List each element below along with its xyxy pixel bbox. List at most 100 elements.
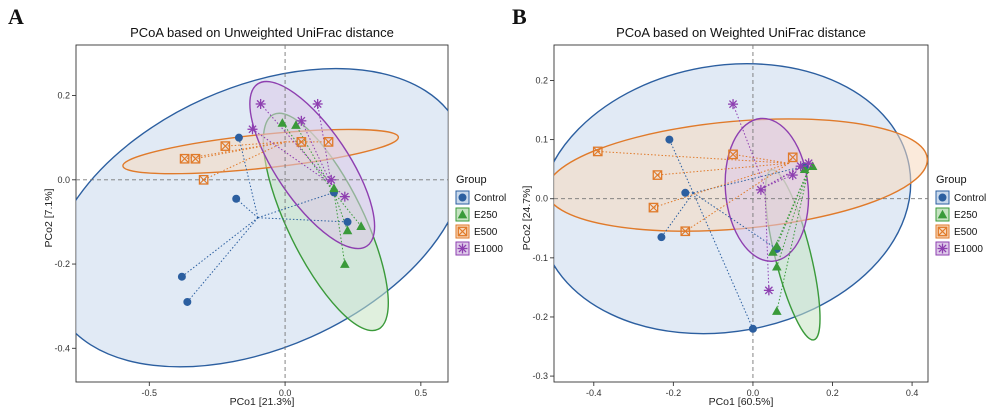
legend-label: Control bbox=[474, 193, 506, 204]
data-point-e500 bbox=[296, 137, 307, 147]
y-tick-label: 0.0 bbox=[535, 194, 548, 204]
data-point-control bbox=[748, 324, 757, 333]
data-point-e1000 bbox=[255, 98, 266, 109]
legend-item-e250: E250 bbox=[935, 207, 978, 222]
data-point-e1000 bbox=[339, 191, 350, 202]
spider-line-e500 bbox=[203, 141, 286, 181]
legend-marker-e1000 bbox=[937, 243, 948, 254]
y-tick-label: 0.0 bbox=[57, 175, 70, 185]
legend-item-control: Control bbox=[455, 190, 506, 205]
data-point-e500 bbox=[198, 174, 209, 185]
legend-label: E500 bbox=[474, 227, 498, 238]
legend-label: E500 bbox=[954, 227, 978, 238]
data-point-e250 bbox=[807, 161, 818, 171]
spider-line-e500 bbox=[653, 162, 789, 209]
legend-marker-e250 bbox=[457, 209, 468, 219]
spider-line-e500 bbox=[225, 141, 286, 147]
legend-marker-e1000 bbox=[457, 243, 468, 254]
chart-title: PCoA based on Weighted UniFrac distance bbox=[616, 25, 866, 40]
data-point-e250 bbox=[772, 306, 782, 315]
y-tick-label: -0.2 bbox=[54, 259, 70, 269]
data-point-e500 bbox=[179, 153, 190, 164]
legend-b: Group Control E250 E500 E1000 bbox=[935, 174, 986, 256]
plot-area: -0.4 -0.2 0.0 0.2 0.4 -0.3 -0.2 -0.1 0.0 0.1 0.2 bbox=[532, 44, 929, 398]
spider-line-control bbox=[692, 192, 754, 329]
spider-line-control bbox=[257, 217, 348, 223]
legend-marker-e500 bbox=[457, 226, 468, 237]
legend-item-control: Control bbox=[935, 190, 986, 205]
data-point-e1000 bbox=[803, 158, 814, 169]
data-point-e250 bbox=[329, 183, 339, 193]
legend-item-e1000: E1000 bbox=[935, 241, 983, 256]
legend-item-e500: E500 bbox=[935, 224, 978, 239]
data-point-e1000 bbox=[728, 99, 739, 110]
data-point-control bbox=[665, 135, 674, 144]
data-point-e250 bbox=[772, 241, 782, 250]
legend-label: E250 bbox=[474, 210, 498, 221]
x-tick-label: -0.2 bbox=[666, 388, 682, 398]
legend-label: E250 bbox=[954, 210, 978, 221]
legend-item-e250: E250 bbox=[455, 207, 498, 222]
y-axis-label: PCo2 [24.7%] bbox=[521, 186, 533, 251]
plot-area: -0.5 0.0 0.5 -0.4 -0.2 0.0 0.2 bbox=[54, 44, 449, 398]
spider-line-e250 bbox=[333, 192, 362, 227]
y-axis-label: PCo2 [7.1%] bbox=[43, 188, 55, 247]
legend-label: E1000 bbox=[954, 244, 983, 255]
x-tick-label: 0.4 bbox=[906, 388, 919, 398]
data-point-control bbox=[177, 272, 186, 281]
y-tick-label: 0.2 bbox=[57, 91, 70, 101]
legend-label: E1000 bbox=[474, 244, 503, 255]
data-point-e250 bbox=[768, 247, 778, 256]
spider-line-e500 bbox=[597, 150, 789, 164]
data-point-e500 bbox=[323, 137, 334, 147]
data-point-e500 bbox=[728, 149, 738, 160]
panel-b: B PCoA based on Weighted UniFrac distanc… bbox=[512, 4, 929, 408]
spider-line-e500 bbox=[788, 157, 794, 164]
legend-title: Group bbox=[936, 174, 967, 186]
spider-line-e250 bbox=[333, 192, 346, 265]
data-point-e250 bbox=[342, 225, 353, 235]
spider-line-control bbox=[668, 139, 694, 194]
data-point-e500 bbox=[680, 226, 691, 237]
panel-letter: B bbox=[512, 4, 527, 29]
data-point-e250 bbox=[291, 120, 301, 129]
spider-line-e1000 bbox=[317, 103, 332, 185]
x-tick-label: 0.0 bbox=[747, 388, 760, 398]
spider-line-e500 bbox=[184, 141, 286, 160]
spider-line-e500 bbox=[195, 141, 286, 160]
data-point-e250 bbox=[799, 164, 810, 173]
data-point-e1000 bbox=[312, 98, 323, 109]
y-tick-label: 0.2 bbox=[535, 75, 548, 85]
y-tick-label: -0.2 bbox=[532, 312, 548, 322]
data-point-e250 bbox=[340, 259, 350, 268]
chart-title: PCoA based on Unweighted UniFrac distanc… bbox=[130, 25, 394, 40]
x-tick-label: 0.2 bbox=[826, 388, 839, 398]
data-point-e1000 bbox=[755, 184, 766, 195]
data-point-e500 bbox=[190, 153, 201, 164]
y-tick-label: -0.1 bbox=[532, 253, 548, 263]
spider-line-control bbox=[186, 217, 259, 303]
panel-letter: A bbox=[8, 4, 24, 29]
data-point-e1000 bbox=[296, 115, 307, 126]
spider-line-e500 bbox=[657, 162, 789, 176]
legend-marker-e500 bbox=[937, 226, 948, 237]
spider-line-control bbox=[693, 165, 805, 194]
x-tick-label: -0.4 bbox=[586, 388, 602, 398]
data-point-e500 bbox=[592, 146, 603, 157]
data-point-e500 bbox=[652, 170, 663, 180]
data-point-control bbox=[681, 188, 690, 197]
data-point-control bbox=[232, 194, 241, 203]
legend-a: Group Control E250 E500 E1000 bbox=[455, 174, 506, 256]
data-point-e1000 bbox=[763, 285, 774, 296]
data-point-e1000 bbox=[795, 161, 806, 172]
x-tick-label: 0.0 bbox=[279, 388, 292, 398]
data-point-e500 bbox=[787, 152, 798, 163]
spider-line-e1000 bbox=[732, 103, 766, 188]
spider-line-control bbox=[257, 191, 335, 219]
y-tick-label: -0.3 bbox=[532, 371, 548, 381]
spider-line-e1000 bbox=[260, 103, 332, 185]
data-point-e500 bbox=[648, 202, 659, 213]
x-axis-label: PCo1 [21.3%] bbox=[230, 396, 295, 408]
data-point-control bbox=[183, 297, 192, 306]
